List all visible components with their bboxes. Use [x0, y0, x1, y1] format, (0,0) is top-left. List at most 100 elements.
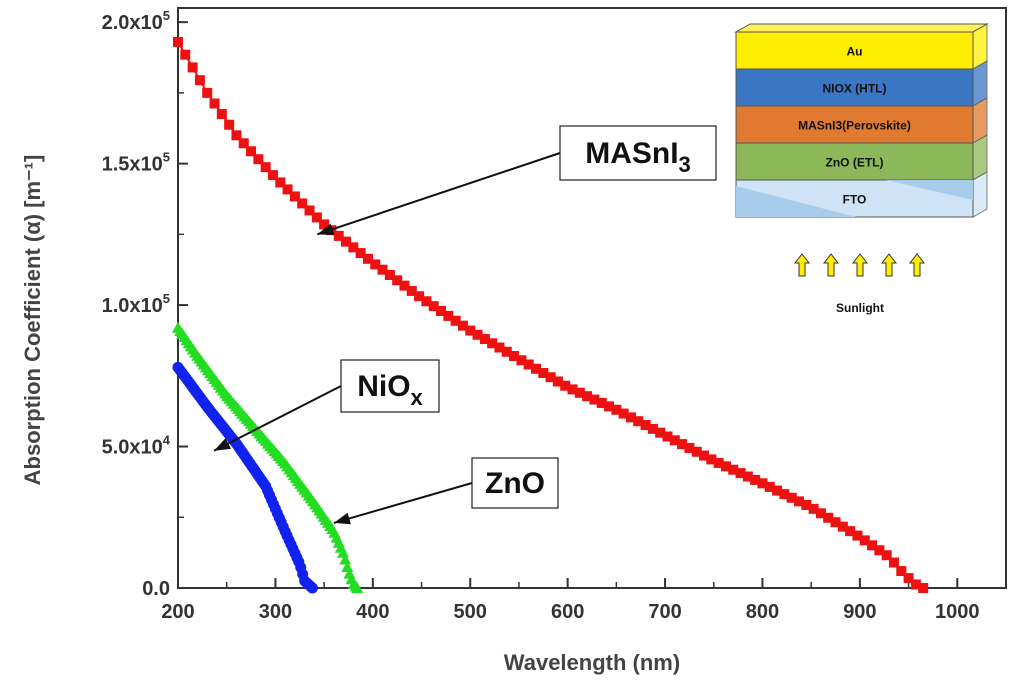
- data-point: [823, 512, 834, 523]
- data-point: [589, 394, 600, 405]
- data-point: [837, 521, 848, 532]
- annotation-masni: MASnI3: [316, 125, 717, 236]
- y-tick-label: 1.5x105: [102, 150, 170, 176]
- data-point: [728, 464, 739, 475]
- data-point: [428, 301, 439, 312]
- layer-0: Au: [735, 23, 988, 70]
- layer-2: MASnI3(Perovskite): [735, 97, 988, 144]
- layer-label: Au: [847, 45, 863, 59]
- x-tick-label: 600: [551, 601, 584, 623]
- data-point: [552, 376, 563, 387]
- data-point: [487, 338, 498, 349]
- data-point: [618, 408, 629, 419]
- data-point: [888, 557, 899, 568]
- data-point: [684, 442, 695, 453]
- data-point: [757, 478, 768, 489]
- series-niox: [172, 361, 318, 594]
- data-point: [735, 468, 746, 479]
- data-point: [260, 162, 271, 173]
- data-point: [339, 553, 352, 565]
- data-point: [772, 485, 783, 496]
- data-point: [530, 363, 541, 374]
- annotation-arrowhead: [317, 223, 335, 235]
- data-point: [392, 275, 403, 286]
- data-point: [750, 474, 761, 485]
- annotation-box: [340, 359, 440, 413]
- data-point: [523, 359, 534, 370]
- y-tick-label: 0.0: [142, 578, 170, 600]
- data-point: [815, 508, 826, 519]
- data-point: [333, 230, 344, 241]
- data-point: [691, 446, 702, 457]
- data-point: [494, 342, 505, 353]
- data-point: [436, 306, 447, 317]
- annotation-zno: ZnO: [333, 457, 559, 525]
- sunlight-arrow-icon: [793, 253, 811, 277]
- layer-side: [972, 171, 988, 218]
- data-point: [362, 253, 373, 264]
- data-point: [355, 248, 366, 259]
- y-tick-label: 5.0x104: [102, 433, 171, 459]
- y-tick-label: 1.0x105: [102, 291, 170, 317]
- x-tick-label: 1000: [935, 601, 980, 623]
- data-point: [801, 499, 812, 510]
- data-point: [764, 481, 775, 492]
- data-point: [238, 138, 249, 149]
- data-point: [306, 582, 318, 594]
- x-tick-label: 900: [843, 601, 876, 623]
- series-zno: [172, 321, 364, 593]
- annotation-arrow-line: [213, 385, 342, 452]
- data-point: [479, 334, 490, 345]
- data-point: [538, 367, 549, 378]
- data-point: [304, 205, 315, 216]
- data-point: [348, 242, 359, 253]
- x-tick-label: 400: [356, 601, 389, 623]
- data-point: [845, 526, 856, 537]
- layer-1: NIOX (HTL): [735, 60, 988, 107]
- layer-face: [735, 68, 974, 107]
- data-point: [311, 212, 322, 223]
- data-point: [647, 423, 658, 434]
- data-point: [633, 416, 644, 427]
- data-point: [501, 346, 512, 357]
- data-point: [253, 154, 264, 165]
- data-point: [574, 387, 585, 398]
- data-point: [808, 503, 819, 514]
- data-point: [457, 320, 468, 331]
- data-point: [545, 372, 556, 383]
- data-point: [596, 397, 607, 408]
- data-point: [677, 439, 688, 450]
- annotation-arrow-line: [316, 152, 561, 236]
- data-point: [867, 540, 878, 551]
- annotation-box: [471, 457, 559, 509]
- layer-label: FTO: [843, 193, 867, 207]
- annotation-arrowhead: [214, 438, 232, 451]
- data-point: [713, 457, 724, 468]
- data-point: [319, 219, 330, 230]
- layer-label: NIOX (HTL): [823, 82, 887, 96]
- data-point: [720, 461, 731, 472]
- data-point: [567, 384, 578, 395]
- y-axis-title: Absorption Coefficient (α) [m⁻¹]: [20, 155, 45, 486]
- data-point: [465, 325, 476, 336]
- data-point: [918, 583, 929, 593]
- layer-label: ZnO (ETL): [826, 156, 884, 170]
- x-tick-label: 500: [454, 601, 487, 623]
- annotation-box: [559, 125, 717, 181]
- data-point: [443, 310, 454, 321]
- data-point: [406, 285, 417, 296]
- data-point: [275, 177, 286, 188]
- data-point: [910, 579, 921, 590]
- sunlight-arrow-icon: [908, 253, 926, 277]
- data-point: [180, 49, 191, 60]
- data-point: [450, 315, 461, 326]
- data-point: [231, 130, 242, 141]
- data-point: [830, 517, 841, 528]
- layer-label: MASnI3(Perovskite): [798, 119, 911, 133]
- annotation-nio: NiOx: [213, 359, 440, 452]
- data-point: [246, 146, 257, 157]
- data-point: [516, 355, 527, 366]
- data-point: [384, 270, 395, 281]
- annotation-label: NiOx: [357, 370, 423, 410]
- data-point: [662, 431, 673, 442]
